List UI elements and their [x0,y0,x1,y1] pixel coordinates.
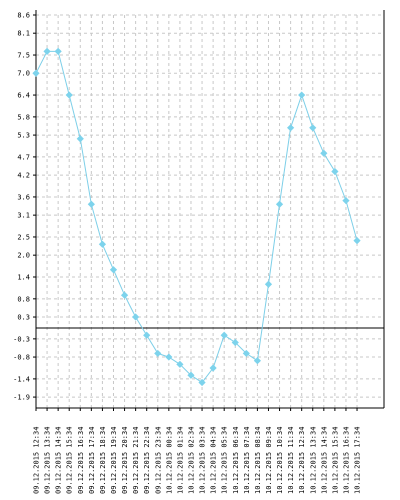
y-tick-label: 0.3 [17,314,30,322]
y-tick-label: -0.3 [13,335,30,343]
x-tick-label: 10.12.2015 13:34 [309,427,317,494]
y-tick-label: 7.0 [17,70,30,78]
x-tick-label: 09.12.2015 13:34 [44,427,52,494]
y-tick-label: 8.1 [17,30,30,38]
y-tick-label: 2.5 [17,233,30,241]
y-tick-label: -0.8 [13,354,30,362]
data-point [320,149,328,157]
x-tick-label: 09.12.2015 15:34 [66,427,74,494]
data-point [132,313,140,321]
y-tick-label: 5.3 [17,132,30,140]
x-tick-label: 09.12.2015 22:34 [143,427,151,494]
x-tick-label: 10.12.2015 05:34 [221,427,229,494]
y-tick-label: 5.8 [17,113,30,121]
y-axis-ticks: 8.6 8.1 7.5 7.0 6.4 5.8 5.3 4.7 4.2 3.6 3.1 2.5 2.0 1… [13,12,36,402]
x-tick-label: 10.12.2015 14:34 [320,427,328,494]
x-tick-label: 10.12.2015 02:34 [187,427,195,494]
axes [35,10,385,409]
data-point [65,91,73,99]
x-tick-label: 10.12.2015 11:34 [287,427,295,494]
data-point [109,266,118,274]
data-point [198,378,206,387]
data-point [220,331,228,339]
data-point [43,47,51,55]
y-tick-label: -1.9 [13,394,30,402]
data-point [76,135,84,143]
data-point [176,360,184,368]
x-tick-label: 09.12.2015 14:34 [55,427,63,494]
data-point [165,353,173,361]
x-tick-label: 09.12.2015 19:34 [110,427,118,494]
x-tick-label: 10.12.2015 04:34 [210,427,218,494]
data-point [242,349,250,358]
y-tick-label: 4.2 [17,172,30,180]
y-tick-label: 4.7 [17,153,30,161]
x-tick-label: 10.12.2015 00:34 [165,427,173,494]
x-tick-label: 10.12.2015 03:34 [199,427,207,494]
y-tick-label: 8.6 [17,12,30,20]
data-point [342,196,350,205]
y-tick-label: -1.4 [13,375,30,383]
data-point [32,69,40,77]
y-tick-label: 6.4 [17,92,30,100]
x-tick-label: 09.12.2015 16:34 [77,427,85,494]
x-tick-label: 10.12.2015 15:34 [331,427,339,494]
series [32,47,361,387]
data-point [154,349,162,358]
y-tick-label: 0.8 [17,295,30,303]
data-point [209,364,217,372]
x-tick-label: 10.12.2015 17:34 [354,427,362,494]
y-tick-label: 3.1 [17,212,30,220]
data-point [120,291,129,299]
data-point [298,91,306,99]
x-tick-label: 09.12.2015 18:34 [99,427,107,494]
data-point [231,338,239,347]
x-tick-label: 09.12.2015 21:34 [132,427,140,494]
x-tick-label: 10.12.2015 12:34 [298,427,306,494]
y-tick-label: 1.4 [17,274,30,282]
data-point [253,357,261,365]
x-tick-label: 09.12.2015 12:34 [33,427,41,494]
x-tick-label: 09.12.2015 23:34 [154,427,162,494]
grid-lines [35,14,384,408]
data-point [331,167,339,176]
x-tick-label: 10.12.2015 10:34 [276,427,284,494]
data-point [87,200,95,208]
x-tick-label: 10.12.2015 01:34 [176,427,184,494]
data-point [187,371,195,379]
x-tick-label: 10.12.2015 16:34 [342,427,350,494]
x-tick-label: 10.12.2015 06:34 [232,427,240,494]
data-point [54,47,62,55]
y-tick-label: 7.5 [17,52,30,60]
y-tick-label: 2.0 [17,252,30,260]
series-line [35,50,358,384]
data-point [353,237,361,245]
data-point [309,124,317,132]
y-tick-label: 3.6 [17,193,30,201]
x-tick-label: 10.12.2015 08:34 [254,427,262,494]
data-point [287,124,295,132]
x-tick-label: 09.12.2015 20:34 [121,427,129,494]
data-point [143,331,151,339]
data-point [264,280,273,288]
x-axis-ticks: 09.12.2015 12:34 09.12.2015 13:34 09.12.20… [33,408,362,494]
x-tick-label: 10.12.2015 09:34 [265,427,273,494]
data-point [98,240,107,248]
x-tick-label: 10.12.2015 07:34 [243,427,251,494]
data-point [275,200,284,208]
x-tick-label: 09.12.2015 17:34 [88,427,96,494]
